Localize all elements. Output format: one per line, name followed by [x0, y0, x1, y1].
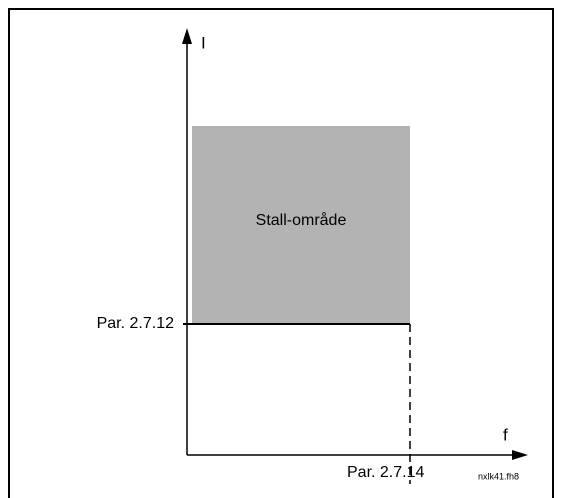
y-axis-label: I — [201, 33, 206, 52]
x-axis-arrow — [512, 450, 528, 460]
frame — [8, 8, 554, 498]
stall-region — [192, 126, 410, 324]
current-limit-label: Par. 2.7.12 — [97, 315, 174, 332]
frequency-limit-label: Par. 2.7.14 — [347, 464, 424, 481]
y-axis-arrow — [182, 28, 192, 44]
file-id: nxlk41.fh8 — [478, 471, 519, 481]
x-axis-label: f — [503, 425, 508, 444]
region-label: Stall-område — [256, 211, 347, 229]
